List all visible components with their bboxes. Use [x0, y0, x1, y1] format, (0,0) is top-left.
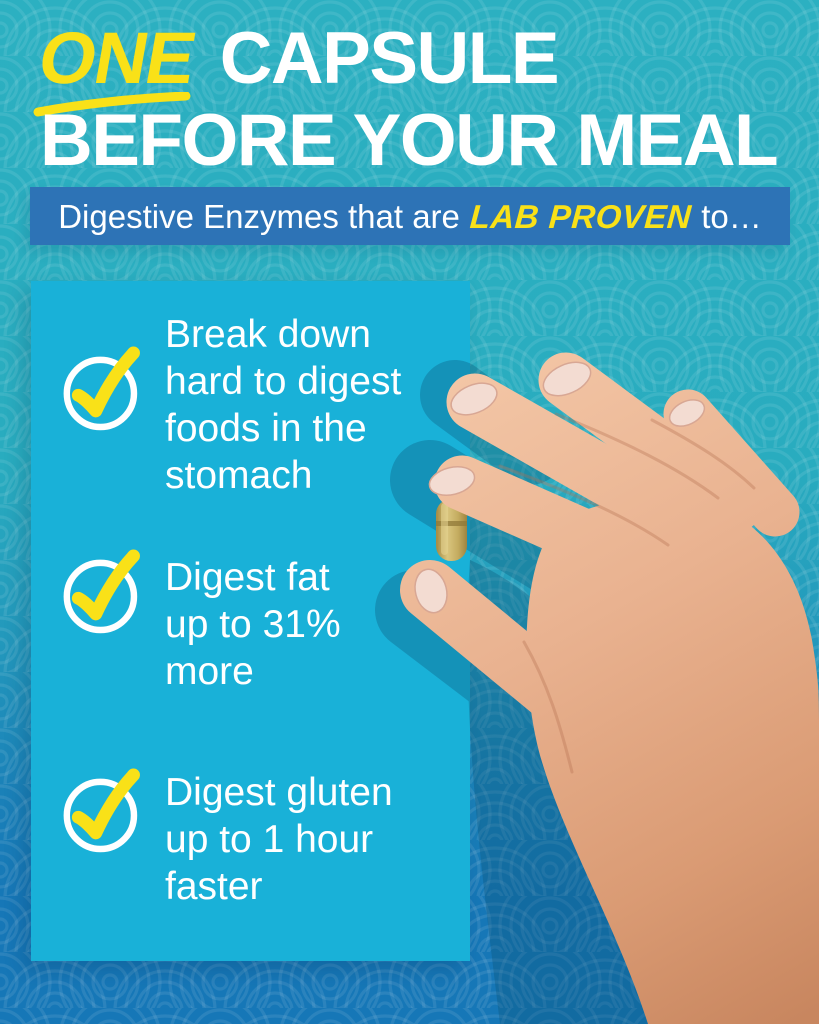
- benefits-card: Break down hard to digest foods in the s…: [31, 281, 470, 961]
- check-circle-icon: [63, 346, 140, 431]
- check-circle-icon: [63, 768, 140, 853]
- headline-rest: CAPSULE: [219, 18, 560, 99]
- headline-highlight-one: ONE: [32, 18, 201, 99]
- banner: Digestive Enzymes that are LAB PROVEN to…: [30, 187, 790, 245]
- headline: ONE CAPSULE BEFORE YOUR MEAL: [0, 0, 819, 180]
- underline-swoosh-icon: [33, 92, 191, 117]
- banner-prefix: Digestive Enzymes that are: [58, 197, 460, 235]
- headline-line-1: ONE CAPSULE: [33, 18, 560, 99]
- benefit-item-text: Break down hard to digest foods in the s…: [165, 313, 402, 497]
- benefit-item-text: Digest fat up to 31% more: [165, 556, 341, 693]
- headline-line-2: BEFORE YOUR MEAL: [40, 100, 779, 181]
- banner-highlight: LAB PROVEN: [468, 197, 693, 235]
- banner-suffix: to…: [701, 197, 762, 235]
- check-circle-icon: [63, 549, 140, 634]
- benefit-item-text: Digest gluten up to 1 hour faster: [165, 771, 393, 908]
